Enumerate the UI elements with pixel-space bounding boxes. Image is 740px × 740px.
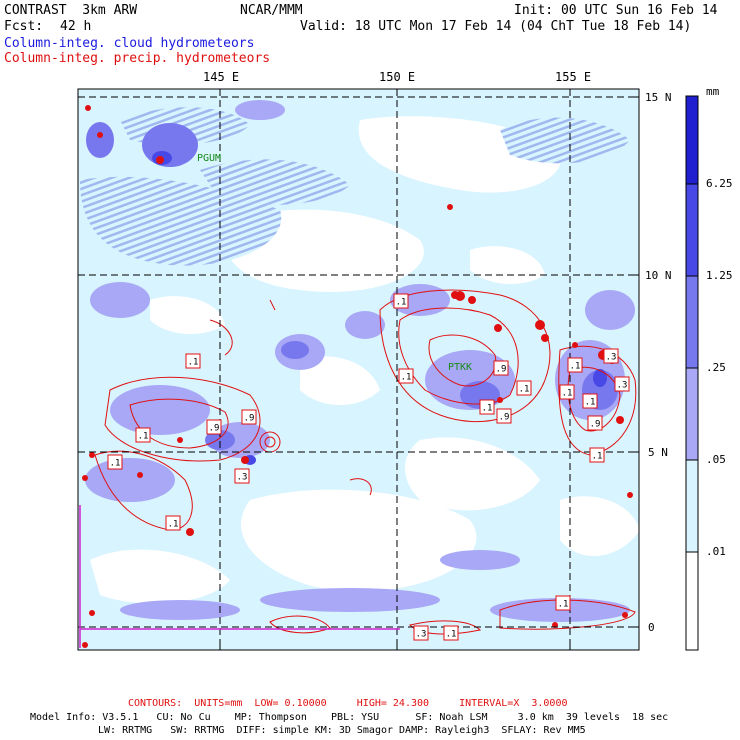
station-pgum: PGUM xyxy=(197,153,221,164)
contour-label-box xyxy=(603,348,619,364)
contour-label-box xyxy=(393,293,409,309)
colorbar-label-0-25: .25 xyxy=(706,361,726,374)
model-info-line2: LW: RRTMG SW: RRTMG DIFF: simple KM: 3D … xyxy=(98,725,586,736)
contour-label: .9 xyxy=(209,424,220,434)
wave-cloud-bands xyxy=(80,107,630,266)
contour-label: .1 xyxy=(188,358,199,368)
precip-contours xyxy=(94,289,637,635)
forecast-label: Fcst: xyxy=(4,19,44,34)
lat-label-5n: 5 N xyxy=(648,446,668,459)
colorbar-level-6-25 xyxy=(685,183,699,277)
colorbar-level-0-05 xyxy=(685,459,699,553)
contour-label-box xyxy=(555,595,571,611)
init-time: Init: 00 UTC Sun 16 Feb 14 xyxy=(514,3,718,18)
contour-label: .1 xyxy=(482,404,493,414)
contour-label-box xyxy=(479,399,495,415)
colorbar xyxy=(685,95,699,651)
contour-label: .9 xyxy=(496,365,507,375)
colorbar-label-0-05: .05 xyxy=(706,453,726,466)
contour-label-box xyxy=(234,468,250,484)
contour-label-box xyxy=(493,360,509,376)
contour-label-box xyxy=(413,625,429,641)
lat-label-10n: 10 N xyxy=(645,269,672,282)
contour-label: .1 xyxy=(558,600,569,610)
contour-info: CONTOURS: UNITS=mm LOW= 0.10000 HIGH= 24… xyxy=(128,698,568,709)
contour-label-box xyxy=(567,357,583,373)
field-precip-label: Column-integ. precip. hydrometeors xyxy=(4,51,271,66)
contour-labels: .1 .1 .1 .1 .9 .9 .3 .1 .3 .1 .1 .1 .9 .1 .9 .1 .3 .1 .9 .1… xyxy=(107,293,630,641)
contour-label: .1 xyxy=(138,432,149,442)
colorbar-level-0-25 xyxy=(685,367,699,461)
contour-label-box xyxy=(587,415,603,431)
lon-label-155: 155 E xyxy=(555,70,592,84)
contour-label: .1 xyxy=(110,459,121,469)
contour-label-box xyxy=(241,409,257,425)
lat-label-15n: 15 N xyxy=(645,91,672,104)
contour-label-box xyxy=(589,447,605,463)
contour-label: .3 xyxy=(237,473,248,483)
contour-label: .1 xyxy=(168,520,179,530)
contour-label-box xyxy=(135,427,151,443)
contour-label-box xyxy=(206,419,222,435)
tick-marks xyxy=(219,89,639,650)
contour-label-box xyxy=(443,625,459,641)
model-title: CONTRAST 3km ARW xyxy=(4,3,138,18)
contour-label-box xyxy=(496,408,512,424)
station-ptkk: PTKK xyxy=(448,362,472,373)
field-cloud-label: Column-integ. cloud hydrometeors xyxy=(4,36,255,51)
contour-label-box xyxy=(185,353,201,369)
contour-label-box xyxy=(614,376,630,392)
contour-label-box xyxy=(107,454,123,470)
contour-label: .1 xyxy=(585,398,596,408)
colorbar-level-0-01 xyxy=(685,551,699,651)
contour-label: .9 xyxy=(590,420,601,430)
contour-label: .1 xyxy=(570,362,581,372)
contour-label-box xyxy=(165,515,181,531)
contour-label: .1 xyxy=(446,630,457,640)
colorbar-level-top xyxy=(685,95,699,185)
contour-label: .9 xyxy=(499,413,510,423)
boundary-line xyxy=(79,505,400,648)
contour-label: .3 xyxy=(606,353,617,363)
model-info-line1: Model Info: V3.5.1 CU: No Cu MP: Thompso… xyxy=(30,712,669,723)
colorbar-label-1-25: 1.25 xyxy=(706,269,733,282)
lon-label-145: 145 E xyxy=(203,70,240,84)
organization-label: NCAR/MMM xyxy=(240,3,303,18)
colorbar-label-0-01: .01 xyxy=(706,545,726,558)
contour-label: .1 xyxy=(401,373,412,383)
contour-label: .1 xyxy=(562,389,573,399)
contour-label: .1 xyxy=(396,298,407,308)
colorbar-unit: mm xyxy=(706,85,720,98)
contour-label-box xyxy=(398,368,414,384)
colorbar-level-1-25 xyxy=(685,275,699,369)
contour-label-box xyxy=(516,380,532,396)
colorbar-label-6-25: 6.25 xyxy=(706,177,733,190)
contour-label: .1 xyxy=(592,452,603,462)
contour-label: .3 xyxy=(617,381,628,391)
contour-label-box xyxy=(559,384,575,400)
contour-label: .1 xyxy=(519,385,530,395)
lon-label-150: 150 E xyxy=(379,70,416,84)
valid-time: Valid: 18 UTC Mon 17 Feb 14 (04 ChT Tue … xyxy=(300,19,692,34)
lat-label-0: 0 xyxy=(648,621,655,634)
contour-label: .3 xyxy=(416,630,427,640)
map-frame xyxy=(77,88,640,651)
contour-label-box xyxy=(582,393,598,409)
forecast-hour: 42 h xyxy=(60,19,92,34)
contour-label: .9 xyxy=(244,414,255,424)
